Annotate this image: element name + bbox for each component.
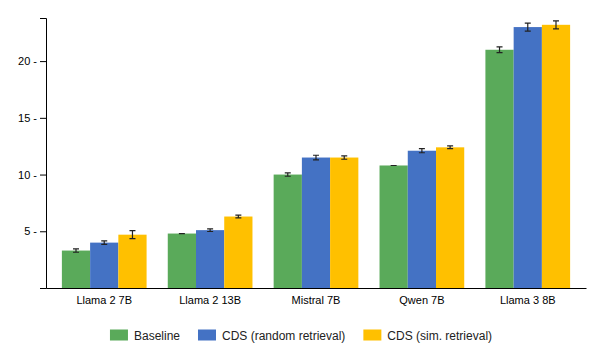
error-bar — [419, 149, 425, 153]
y-tick: 15 - — [18, 112, 46, 124]
error-bars — [129, 21, 559, 239]
y-tick-label: 5 - — [24, 225, 37, 237]
legend-swatch — [363, 330, 381, 341]
bar — [90, 243, 118, 288]
bar — [514, 27, 542, 288]
bar — [302, 158, 330, 288]
y-tick-mark — [40, 175, 46, 176]
bar-series — [62, 50, 514, 288]
y-axis-line — [40, 19, 47, 289]
legend-item: CDS (random retrieval) — [198, 329, 345, 343]
legend-label: CDS (sim. retrieval) — [387, 329, 492, 343]
error-bar — [447, 146, 453, 149]
error-bar — [129, 231, 135, 239]
marks — [62, 21, 570, 288]
y-tick: 20 - — [18, 55, 46, 67]
plot: 5 - 10 - 15 - 20 - Llama 2 7B Llama 2 13B Mist… — [18, 19, 586, 306]
error-bar — [341, 156, 347, 159]
bar — [542, 25, 570, 288]
y-tick-label: 20 - — [18, 55, 37, 67]
y-tick: 5 - — [24, 225, 46, 237]
legend-item: Baseline — [110, 329, 180, 343]
bar — [485, 50, 513, 288]
x-tick: Mistral 7B — [292, 294, 341, 306]
x-tick: Llama 2 13B — [179, 294, 241, 306]
y-axis: 5 - 10 - 15 - 20 - — [18, 19, 46, 289]
bar — [380, 165, 408, 288]
error-bar — [497, 47, 503, 53]
error-bars — [101, 23, 531, 244]
x-axis: Llama 2 7B Llama 2 13B Mistral 7B Qwen 7B Ll… — [47, 289, 587, 306]
error-bar — [179, 233, 185, 234]
bar-series — [90, 27, 542, 288]
legend-swatch — [110, 330, 128, 341]
x-tick-label: Qwen 7B — [399, 294, 444, 306]
bar — [224, 217, 252, 288]
x-axis-line — [47, 288, 587, 289]
bar-series — [118, 25, 570, 288]
x-tick-label: Llama 2 13B — [179, 294, 241, 306]
bar — [196, 230, 224, 288]
legend-label: CDS (random retrieval) — [222, 329, 345, 343]
x-tick: Llama 3 8B — [500, 294, 556, 306]
legend-swatch — [198, 330, 216, 341]
error-bar — [73, 249, 79, 252]
x-tick-label: Llama 2 7B — [76, 294, 132, 306]
bar — [118, 235, 146, 288]
error-bar — [391, 165, 397, 166]
y-tick: 10 - — [18, 169, 46, 181]
y-tick-mark — [40, 61, 46, 62]
x-tick-label: Llama 3 8B — [500, 294, 556, 306]
error-bar — [235, 215, 241, 218]
error-bar — [553, 21, 559, 29]
bar — [274, 175, 302, 288]
error-bar — [101, 241, 107, 244]
legend-item: CDS (sim. retrieval) — [363, 329, 492, 343]
y-tick-label: 10 - — [18, 169, 37, 181]
chart: 5 - 10 - 15 - 20 - Llama 2 7B Llama 2 13B Mist… — [0, 0, 602, 360]
bar — [408, 151, 436, 288]
x-tick: Llama 2 7B — [76, 294, 132, 306]
x-tick-label: Mistral 7B — [292, 294, 341, 306]
y-tick-mark — [40, 231, 46, 232]
error-bars — [73, 47, 503, 252]
bar — [330, 158, 358, 288]
bar — [168, 234, 196, 288]
bar — [436, 147, 464, 288]
legend: Baseline CDS (random retrieval) CDS (sim. … — [110, 329, 492, 343]
x-tick: Qwen 7B — [399, 294, 444, 306]
error-bar — [207, 229, 213, 232]
bar — [62, 251, 90, 288]
legend-label: Baseline — [134, 329, 180, 343]
y-tick-label: 15 - — [18, 112, 37, 124]
error-bar — [525, 23, 531, 31]
y-tick-mark — [40, 118, 46, 119]
error-bar — [313, 155, 319, 160]
error-bar — [285, 173, 291, 176]
